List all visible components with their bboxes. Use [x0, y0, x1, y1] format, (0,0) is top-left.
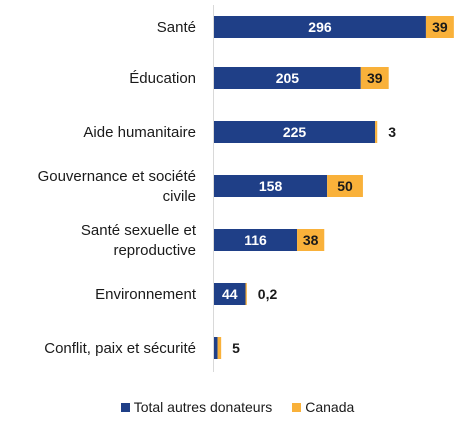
- bar-canada: [360, 67, 389, 89]
- category-label: Éducation: [129, 70, 196, 87]
- legend-item-series-1: Total autres donateurs: [120, 399, 273, 415]
- data-label-total-autres-donateurs: 158: [259, 178, 283, 194]
- category-label: reproductive: [113, 242, 196, 259]
- category-label: civile: [163, 188, 196, 205]
- legend-swatch-series-1: [120, 402, 130, 412]
- bar-total-autres-donateurs: [214, 175, 328, 197]
- data-label-total-autres-donateurs: 205: [276, 70, 300, 86]
- legend-label-series-2: Canada: [305, 399, 355, 415]
- stacked-bar-chart: Santé 296 39 Éducation 205 39 Aide humanitaire…: [38, 5, 454, 372]
- legend-item-series-2: Canada: [292, 399, 354, 415]
- data-label-canada: 38: [303, 232, 319, 248]
- category-label: Santé: [157, 19, 196, 36]
- bar-total-autres-donateurs: [214, 283, 246, 305]
- data-label-total-autres-donateurs: 296: [308, 19, 332, 35]
- bar-canada: [297, 229, 325, 251]
- bar-canada: [245, 283, 247, 305]
- bar-canada: [375, 121, 378, 143]
- bar-total-autres-donateurs: [214, 337, 218, 359]
- bar-total-autres-donateurs: [214, 121, 376, 143]
- data-label-total-autres-donateurs: 116: [244, 232, 267, 248]
- legend-label-series-1: Total autres donateurs: [133, 399, 273, 415]
- data-label-canada: 0,2: [258, 286, 278, 302]
- bar-canada: [327, 175, 363, 197]
- bar-canada: [425, 16, 454, 38]
- category-label: Conflit, paix et sécurité: [44, 340, 196, 357]
- data-label-canada: 50: [337, 178, 353, 194]
- bar-total-autres-donateurs: [214, 16, 426, 38]
- data-label-total-autres-donateurs: 44: [222, 286, 238, 302]
- data-label-canada: 39: [367, 70, 383, 86]
- data-label-total-autres-donateurs: 225: [283, 124, 307, 140]
- bar-total-autres-donateurs: [214, 67, 361, 89]
- bar-total-autres-donateurs: [214, 229, 298, 251]
- category-label: Gouvernance et société: [38, 168, 196, 185]
- data-label-canada: 3: [388, 124, 396, 140]
- category-label: Aide humanitaire: [83, 124, 196, 141]
- category-label: Environnement: [95, 286, 197, 303]
- bar-canada: [217, 337, 222, 359]
- legend: Total autres donateurs Canada: [0, 399, 475, 415]
- category-label: Santé sexuelle et: [81, 222, 197, 239]
- data-label-canada: 5: [232, 340, 240, 356]
- bars-group: Santé 296 39 Éducation 205 39 Aide humanitaire…: [38, 16, 454, 359]
- legend-swatch-series-2: [292, 402, 302, 412]
- data-label-canada: 39: [432, 19, 448, 35]
